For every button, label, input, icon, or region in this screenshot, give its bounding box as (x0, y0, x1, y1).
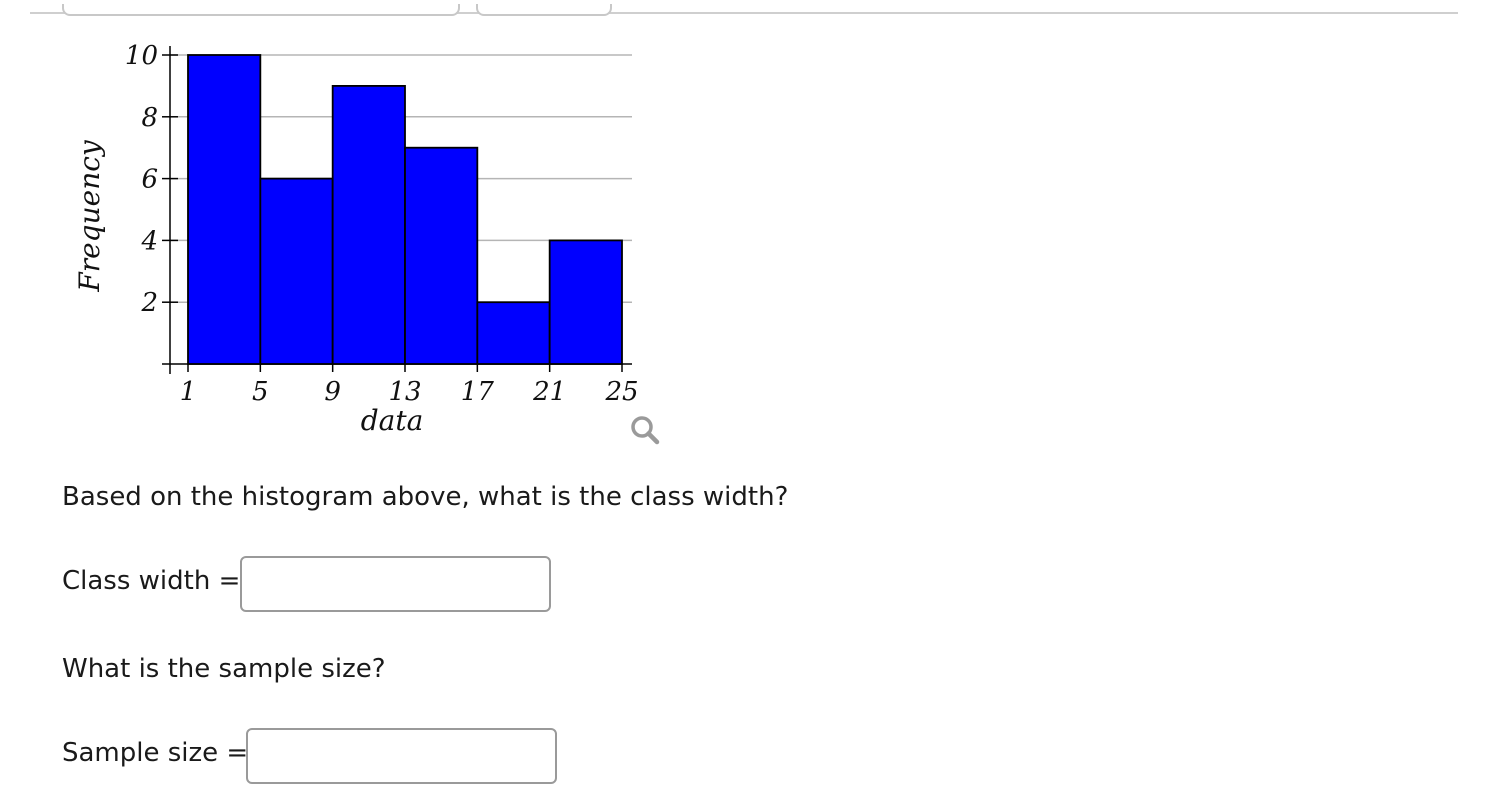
histogram-bar (331, 85, 406, 365)
histogram-bar (187, 54, 262, 365)
x-tick-label: 13 (388, 377, 421, 407)
top-tab-right[interactable] (476, 4, 612, 16)
x-tick-label: 5 (252, 377, 269, 407)
histogram-bar (259, 177, 334, 365)
sample-size-label: Sample size = (62, 738, 249, 768)
question-class-width: Based on the histogram above, what is th… (62, 482, 789, 512)
x-axis-label: data (361, 404, 424, 437)
y-axis-label: Frequency (73, 139, 106, 293)
class-width-input[interactable] (240, 556, 551, 612)
histogram-chart: 2 4 6 8 10 1 5 9 13 17 21 25 data Frequency (73, 41, 639, 437)
question-sample-size: What is the sample size? (62, 654, 386, 684)
class-width-label: Class width = (62, 566, 241, 596)
histogram-bar (548, 239, 623, 365)
top-divider (30, 4, 1458, 16)
x-tick-label: 1 (180, 377, 197, 407)
y-tick-label: 4 (140, 226, 158, 256)
histogram-bar (476, 301, 551, 365)
y-tick-label: 6 (141, 165, 158, 195)
magnifier-icon[interactable] (628, 414, 662, 446)
x-tick-label: 17 (461, 377, 495, 407)
histogram-bar (404, 146, 479, 365)
sample-size-input[interactable] (246, 728, 557, 784)
y-tick-label: 2 (140, 288, 158, 318)
top-tab-left[interactable] (62, 4, 460, 16)
x-tick-label: 25 (604, 377, 638, 407)
y-tick-label: 10 (125, 41, 158, 71)
x-tick-label: 21 (532, 377, 566, 407)
x-tick-label: 9 (324, 377, 341, 407)
y-tick-label: 8 (141, 103, 158, 133)
